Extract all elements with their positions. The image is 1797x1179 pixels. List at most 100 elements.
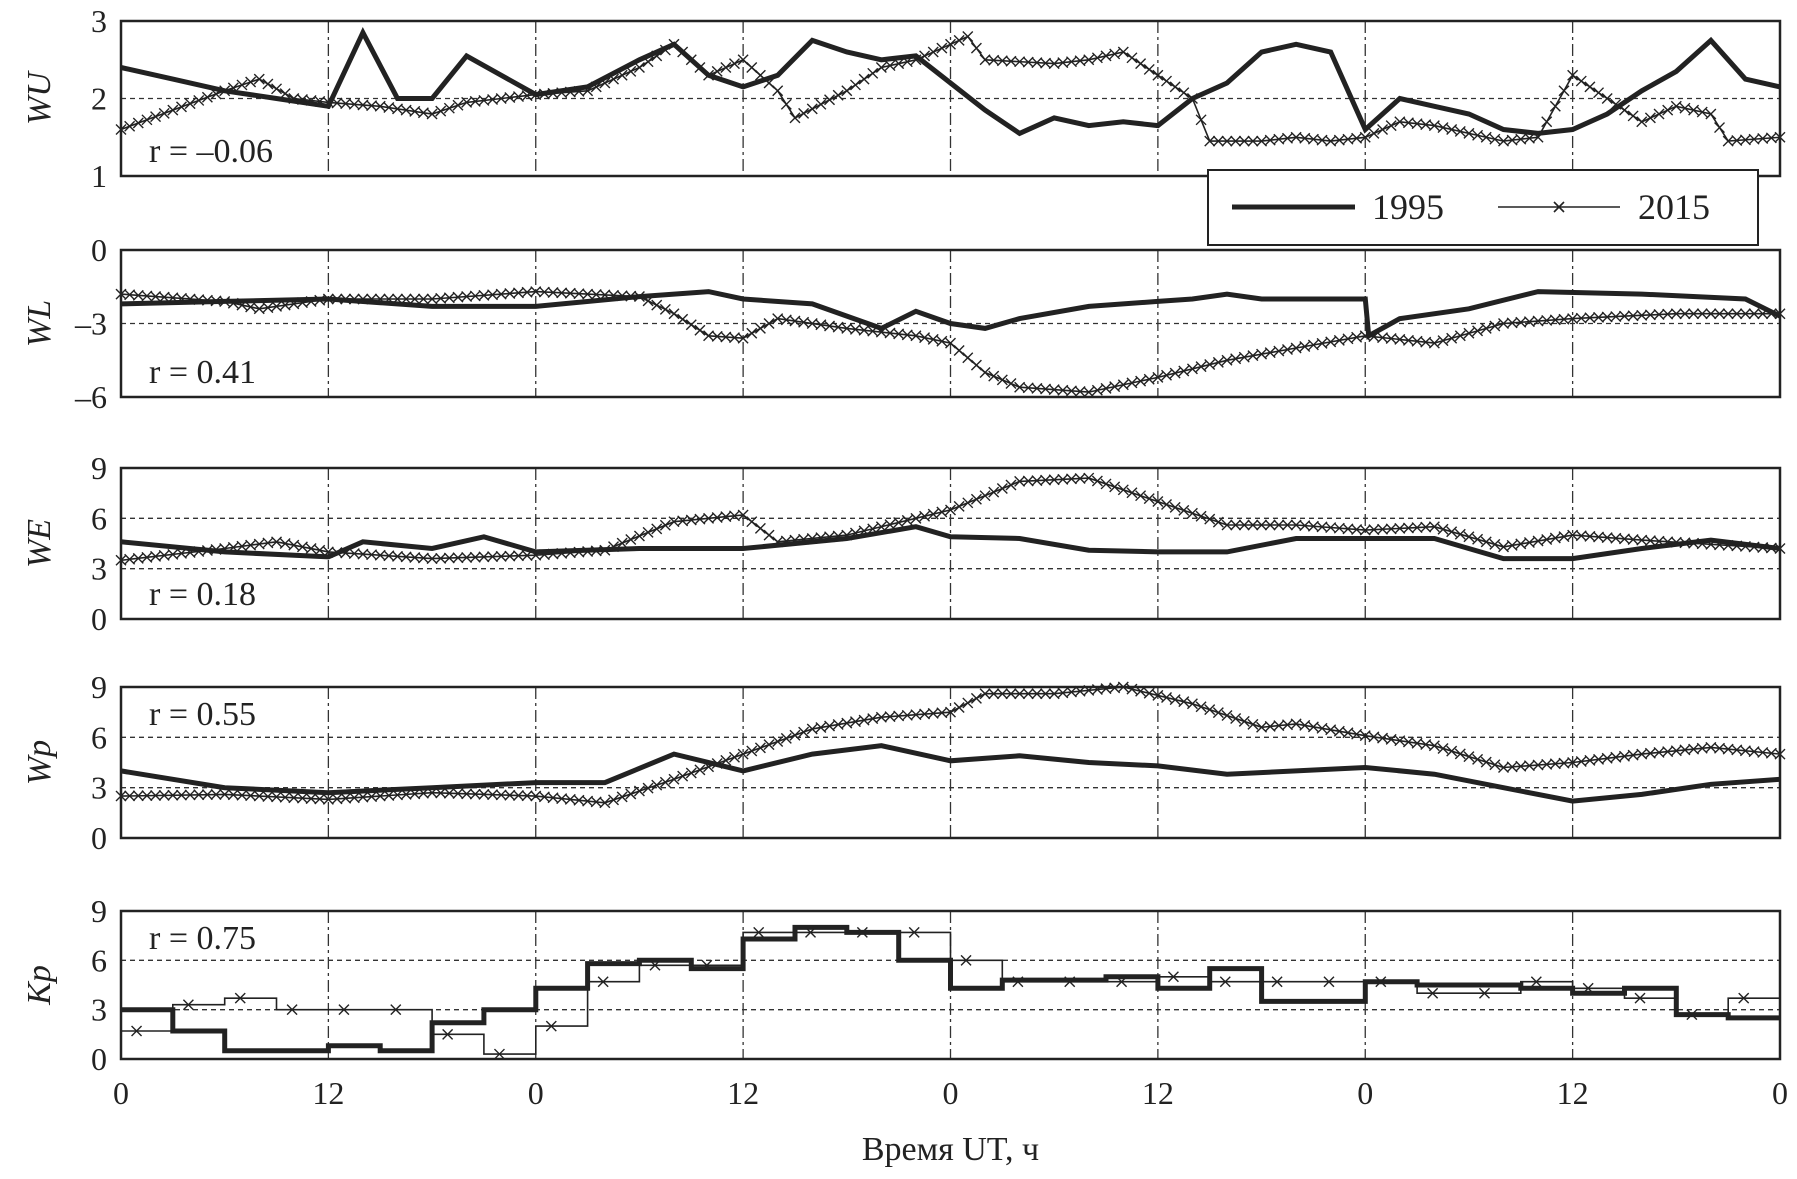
x-marker [1437,335,1449,347]
x-marker [1178,365,1190,377]
x-marker [919,708,931,720]
x-marker [1463,127,1475,139]
panel-frame [119,19,1782,178]
x-marker [288,792,300,804]
y-tick-label: 3 [91,551,107,587]
x-marker [1299,132,1311,144]
x-marker [1530,976,1542,988]
x-marker [409,551,421,563]
x-marker [875,62,887,73]
x-marker [1299,520,1311,532]
x-marker [1515,760,1527,772]
x-marker [1273,345,1285,357]
x-marker [331,293,343,305]
x-marker [720,511,732,523]
x-marker [1195,701,1207,713]
x-marker [184,546,196,558]
x-marker [763,739,775,751]
x-marker [651,523,663,535]
x-marker [1610,98,1622,110]
x-marker [1420,119,1432,131]
x-marker [1670,308,1682,320]
x-marker [409,788,421,800]
x-marker [1074,472,1086,484]
x-marker [193,789,205,801]
x-marker [383,790,395,801]
x-marker [1480,756,1492,768]
x-marker [495,93,507,104]
x-marker [504,550,516,562]
x-marker [219,295,231,307]
x-marker [1212,516,1224,528]
x-marker [1169,81,1181,93]
x-marker [1143,493,1155,505]
x-marker [1653,535,1665,547]
y-tick-label: 6 [91,942,107,978]
x-marker [1765,542,1777,554]
x-marker [374,293,386,305]
series-1995-line [120,26,1781,137]
x-tick-label: 12 [727,1075,759,1111]
x-marker [286,1004,298,1016]
x-marker [780,535,792,547]
x-marker [348,792,360,804]
x-marker [1074,55,1086,67]
x-marker [1662,746,1674,758]
x-marker [884,60,896,72]
x-marker [495,288,507,300]
x-marker [1480,131,1492,143]
x-marker [711,330,723,342]
x-marker [1351,132,1363,144]
x-marker [1532,131,1544,143]
x-marker [1541,758,1553,770]
x-marker [858,714,870,726]
x-marker [124,289,136,301]
x-marker [746,327,758,339]
x-marker [1221,710,1233,722]
x-marker [158,107,170,119]
x-marker [867,713,879,725]
x-marker [1100,382,1112,394]
x-marker [547,286,559,298]
x-marker [1022,56,1034,68]
x-marker [366,549,378,561]
x-marker [772,736,784,748]
x-marker [1428,521,1440,533]
x-marker [469,551,481,563]
x-marker [884,327,896,339]
x-marker [1627,310,1639,322]
x-marker [806,532,818,544]
x-marker [245,76,257,88]
x-marker [685,514,697,526]
y-tick-label: 0 [91,820,107,856]
x-marker [1575,530,1587,542]
x-marker [236,789,248,801]
x-marker [443,787,455,799]
panel-frame [119,466,1782,621]
x-marker [1290,131,1302,143]
x-marker [1662,308,1674,320]
x-marker [357,99,369,111]
x-marker [1048,474,1060,486]
x-marker [1316,521,1328,533]
x-marker [1316,337,1328,349]
series-2015-line [121,931,1780,1055]
x-marker [856,926,868,938]
x-marker [875,521,887,533]
x-marker [400,551,412,563]
x-marker [1316,134,1328,146]
x-marker [193,94,205,106]
x-marker [625,788,637,800]
x-marker [1117,484,1129,496]
x-marker [1506,317,1518,329]
x-marker [1014,381,1026,393]
y-tick-label: 0 [91,1041,107,1077]
x-marker [849,323,861,335]
x-marker [175,292,187,304]
x-marker [1238,135,1250,147]
x-marker [711,511,723,523]
x-marker [1662,104,1674,116]
x-marker [1178,87,1190,99]
x-marker [1022,688,1034,700]
x-marker [1731,308,1743,320]
